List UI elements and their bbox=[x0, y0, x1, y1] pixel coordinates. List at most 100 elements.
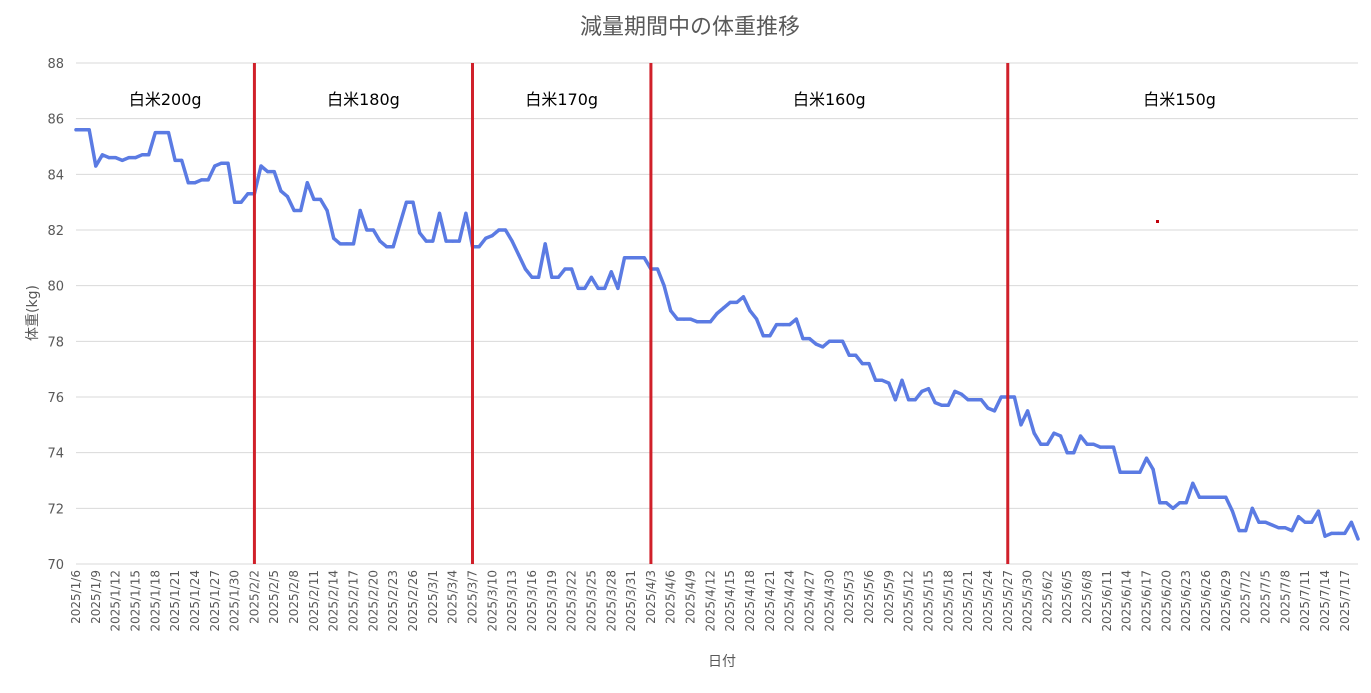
data-point bbox=[213, 164, 217, 168]
data-point bbox=[543, 242, 547, 246]
x-tick-label: 2025/6/14 bbox=[1120, 570, 1134, 632]
data-point bbox=[609, 270, 613, 274]
data-point bbox=[1178, 501, 1182, 505]
data-point bbox=[999, 395, 1003, 399]
data-point bbox=[305, 181, 309, 185]
data-point bbox=[708, 320, 713, 324]
data-point bbox=[801, 337, 805, 341]
data-point bbox=[358, 208, 362, 213]
data-point bbox=[490, 234, 494, 238]
data-point bbox=[180, 158, 184, 162]
data-point bbox=[1151, 467, 1155, 471]
data-point bbox=[1204, 495, 1208, 499]
data-point bbox=[1098, 445, 1102, 449]
data-point bbox=[1336, 531, 1340, 536]
x-tick-label: 2025/2/2 bbox=[247, 570, 261, 624]
data-point bbox=[675, 317, 680, 321]
x-tick-label: 2025/6/20 bbox=[1159, 570, 1173, 632]
data-point bbox=[1164, 501, 1168, 505]
phase-label: 白米180g bbox=[327, 90, 400, 109]
x-tick-label: 2025/4/3 bbox=[644, 570, 658, 624]
data-point bbox=[246, 192, 250, 196]
data-point bbox=[1237, 529, 1241, 533]
data-point bbox=[523, 267, 528, 271]
phase-label: 白米150g bbox=[1143, 90, 1216, 109]
data-point bbox=[834, 339, 838, 343]
data-point bbox=[1290, 529, 1294, 533]
data-point bbox=[1072, 451, 1076, 455]
data-point bbox=[1032, 431, 1036, 435]
x-tick-label: 2025/4/27 bbox=[803, 570, 817, 632]
x-tick-label: 2025/3/13 bbox=[505, 570, 519, 632]
data-point bbox=[464, 211, 468, 215]
data-point bbox=[642, 256, 646, 260]
data-point bbox=[1026, 409, 1030, 413]
data-point bbox=[616, 286, 620, 290]
data-point bbox=[722, 306, 726, 310]
y-axis-ticks: 70 72 74 76 78 80 82 84 86 88 bbox=[47, 57, 64, 573]
data-point bbox=[1244, 529, 1248, 533]
data-point bbox=[345, 242, 349, 246]
data-point bbox=[173, 158, 177, 162]
data-point bbox=[1065, 451, 1069, 455]
data-point bbox=[940, 403, 944, 407]
data-point bbox=[920, 389, 924, 393]
data-point bbox=[768, 334, 772, 338]
data-point bbox=[365, 228, 369, 232]
data-point bbox=[689, 317, 693, 321]
data-point bbox=[1078, 434, 1083, 438]
data-point bbox=[226, 161, 230, 165]
data-point bbox=[682, 317, 686, 321]
data-point bbox=[299, 208, 303, 213]
stray-mark bbox=[1156, 220, 1159, 223]
x-tick-label: 2025/7/17 bbox=[1338, 570, 1352, 632]
data-point bbox=[807, 337, 812, 341]
data-point bbox=[219, 161, 223, 165]
y-tick-label: 88 bbox=[47, 57, 64, 72]
x-tick-label: 2025/6/29 bbox=[1219, 570, 1233, 632]
data-point bbox=[404, 200, 408, 204]
data-point bbox=[827, 339, 831, 343]
data-point bbox=[1296, 515, 1301, 519]
data-point bbox=[1039, 442, 1043, 446]
data-point bbox=[946, 403, 950, 407]
data-point bbox=[74, 128, 78, 132]
data-point bbox=[351, 242, 356, 246]
x-tick-label: 2025/1/27 bbox=[208, 570, 222, 632]
data-point bbox=[1250, 506, 1254, 510]
data-point bbox=[728, 300, 732, 304]
x-tick-label: 2025/7/5 bbox=[1258, 570, 1272, 624]
data-point bbox=[880, 378, 884, 382]
data-point bbox=[100, 153, 104, 157]
x-tick-label: 2025/2/11 bbox=[307, 570, 321, 632]
data-point bbox=[391, 245, 395, 249]
data-point bbox=[1230, 509, 1234, 513]
y-tick-label: 72 bbox=[47, 502, 64, 517]
x-tick-label: 2025/5/9 bbox=[882, 570, 896, 624]
data-point bbox=[193, 181, 197, 185]
data-point bbox=[424, 239, 428, 243]
data-point bbox=[259, 164, 263, 168]
y-tick-label: 70 bbox=[47, 558, 64, 573]
x-tick-label: 2025/6/8 bbox=[1080, 570, 1094, 624]
x-tick-label: 2025/5/15 bbox=[921, 570, 935, 632]
y-tick-label: 82 bbox=[47, 224, 64, 239]
data-point bbox=[431, 239, 435, 243]
data-point bbox=[166, 131, 171, 135]
data-point bbox=[1330, 531, 1334, 536]
x-tick-label: 2025/7/2 bbox=[1239, 570, 1253, 624]
data-point bbox=[1012, 395, 1017, 399]
data-point bbox=[589, 275, 594, 279]
data-point bbox=[94, 164, 98, 168]
y-axis-label: 体重(kg) bbox=[25, 285, 41, 341]
x-tick-label: 2025/7/11 bbox=[1298, 570, 1312, 632]
x-tick-label: 2025/4/12 bbox=[703, 570, 717, 632]
data-point bbox=[1158, 501, 1162, 505]
x-tick-label: 2025/4/21 bbox=[763, 570, 777, 632]
x-tick-label: 2025/3/1 bbox=[426, 570, 440, 624]
y-tick-label: 86 bbox=[47, 113, 64, 128]
x-tick-label: 2025/2/5 bbox=[267, 570, 281, 624]
data-point bbox=[1131, 470, 1135, 474]
x-tick-label: 2025/5/21 bbox=[961, 570, 975, 632]
